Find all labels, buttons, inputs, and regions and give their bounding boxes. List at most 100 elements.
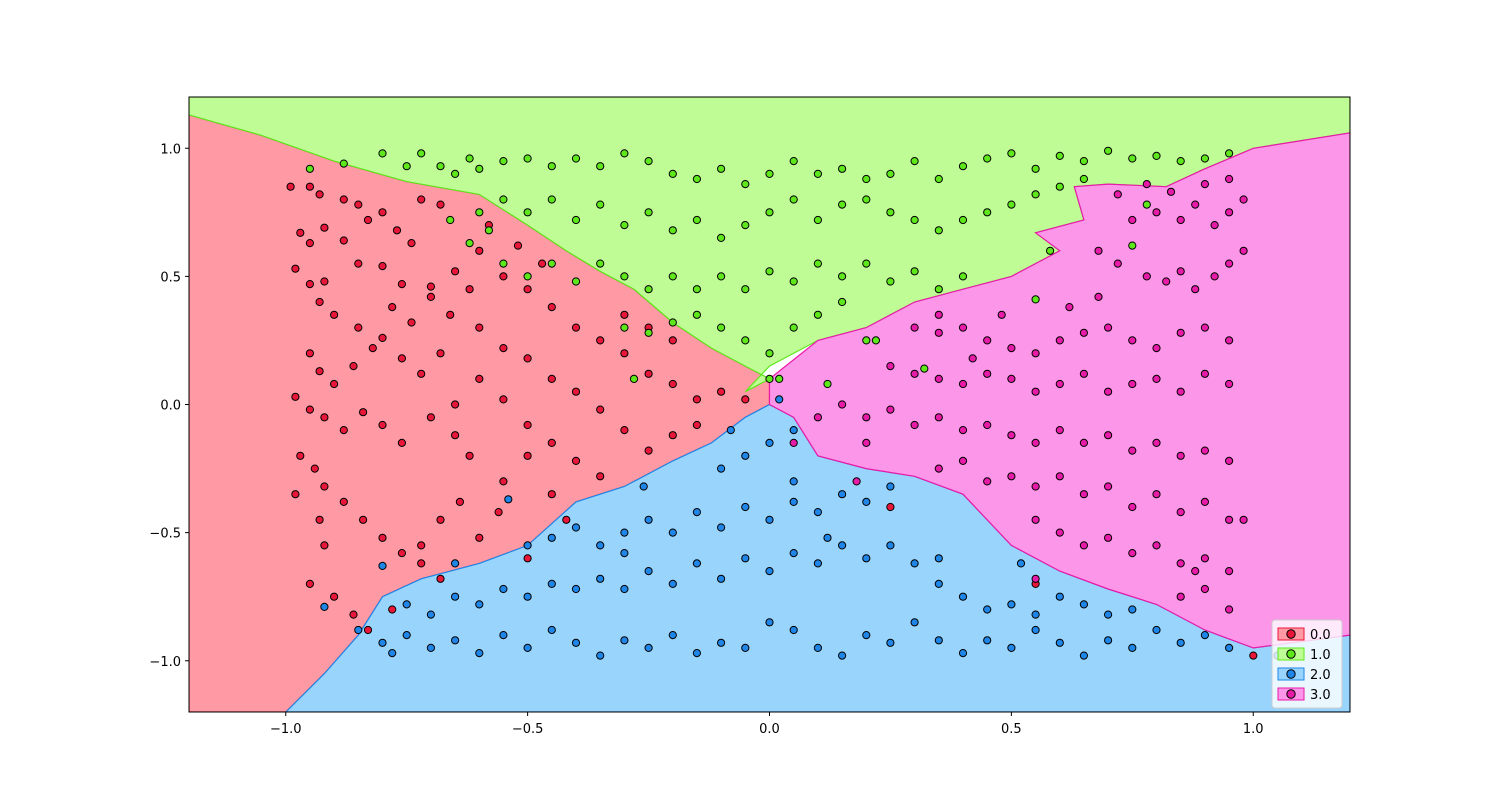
point-class-3.0: [1055, 379, 1064, 389]
point-class-2.0: [402, 631, 411, 640]
point-class-2.0: [726, 426, 735, 435]
point-class-1.0: [499, 259, 508, 268]
point-class-0.0: [668, 336, 677, 345]
point-class-1.0: [1007, 149, 1016, 158]
point-class-1.0: [596, 162, 605, 171]
legend-marker: [1286, 649, 1296, 659]
point-class-0.0: [692, 395, 702, 404]
point-class-3.0: [1031, 574, 1040, 583]
point-class-3.0: [1166, 187, 1176, 196]
point-class-3.0: [1191, 285, 1200, 294]
point-class-1.0: [668, 169, 677, 178]
point-class-3.0: [910, 420, 919, 430]
point-class-3.0: [1031, 438, 1040, 447]
point-class-2.0: [862, 631, 871, 640]
point-class-0.0: [426, 413, 435, 422]
point-class-3.0: [813, 413, 823, 422]
point-class-2.0: [741, 643, 750, 653]
point-class-1.0: [910, 157, 919, 166]
point-class-0.0: [378, 420, 387, 430]
point-class-0.0: [692, 420, 702, 430]
point-class-1.0: [523, 154, 532, 163]
point-class-2.0: [983, 605, 992, 614]
point-class-3.0: [1079, 490, 1089, 499]
point-class-2.0: [838, 541, 847, 550]
point-class-1.0: [499, 195, 508, 204]
point-class-1.0: [910, 267, 919, 276]
point-class-2.0: [378, 638, 387, 647]
point-class-1.0: [765, 267, 774, 276]
point-class-3.0: [983, 420, 992, 430]
point-class-1.0: [717, 164, 726, 173]
point-class-1.0: [934, 285, 943, 294]
point-class-2.0: [789, 625, 798, 635]
point-class-0.0: [407, 239, 416, 248]
point-class-2.0: [1104, 636, 1113, 645]
point-class-0.0: [494, 507, 503, 517]
point-class-3.0: [1007, 344, 1016, 353]
point-class-3.0: [1200, 554, 1210, 563]
point-class-1.0: [402, 162, 411, 171]
point-class-0.0: [359, 515, 368, 524]
point-class-1.0: [523, 208, 532, 217]
point-class-3.0: [958, 379, 968, 389]
point-class-2.0: [823, 533, 832, 542]
point-class-3.0: [958, 323, 968, 332]
point-class-1.0: [523, 272, 532, 281]
point-class-3.0: [1128, 336, 1137, 345]
point-class-3.0: [852, 477, 861, 486]
point-class-3.0: [1210, 272, 1219, 281]
point-class-0.0: [475, 246, 484, 255]
point-class-2.0: [547, 579, 556, 589]
point-class-0.0: [426, 282, 435, 291]
point-class-1.0: [571, 154, 581, 163]
point-class-0.0: [523, 285, 532, 294]
point-class-3.0: [1104, 387, 1113, 396]
point-class-3.0: [1031, 482, 1040, 491]
point-class-1.0: [644, 208, 653, 217]
point-class-3.0: [1104, 323, 1113, 332]
point-class-0.0: [523, 420, 532, 430]
point-class-1.0: [886, 277, 895, 286]
point-class-2.0: [475, 600, 484, 609]
point-class-0.0: [499, 477, 508, 486]
point-class-1.0: [668, 226, 677, 235]
point-class-1.0: [838, 297, 847, 307]
point-class-3.0: [1239, 515, 1248, 524]
point-class-2.0: [741, 451, 750, 460]
point-class-0.0: [523, 354, 532, 363]
point-class-2.0: [1079, 651, 1089, 660]
point-class-3.0: [1104, 482, 1113, 491]
point-class-3.0: [1191, 200, 1200, 209]
point-class-3.0: [910, 323, 919, 332]
point-class-1.0: [741, 285, 750, 294]
point-class-3.0: [1225, 379, 1234, 389]
point-class-0.0: [571, 387, 581, 396]
point-class-1.0: [862, 195, 871, 204]
point-class-0.0: [315, 190, 324, 199]
point-class-0.0: [363, 215, 373, 225]
point-class-3.0: [958, 426, 968, 435]
point-class-0.0: [417, 369, 426, 378]
point-class-3.0: [1152, 490, 1161, 499]
point-class-0.0: [305, 349, 314, 358]
legend-label: 1.0: [1310, 648, 1331, 663]
point-class-0.0: [417, 541, 426, 550]
point-class-0.0: [397, 549, 406, 558]
point-class-1.0: [813, 215, 823, 225]
point-class-3.0: [1031, 387, 1040, 396]
legend-marker: [1286, 629, 1296, 639]
point-class-0.0: [571, 456, 581, 465]
x-tick-label: 1.0: [1243, 722, 1264, 737]
point-class-0.0: [388, 303, 397, 312]
point-class-3.0: [1152, 541, 1161, 550]
point-class-2.0: [838, 490, 847, 499]
point-class-1.0: [741, 336, 750, 345]
point-class-2.0: [388, 649, 397, 658]
point-class-0.0: [436, 515, 445, 524]
point-class-1.0: [620, 323, 629, 332]
point-class-0.0: [339, 426, 348, 435]
point-class-2.0: [504, 495, 513, 504]
point-class-3.0: [1065, 303, 1074, 312]
point-class-0.0: [562, 515, 571, 524]
